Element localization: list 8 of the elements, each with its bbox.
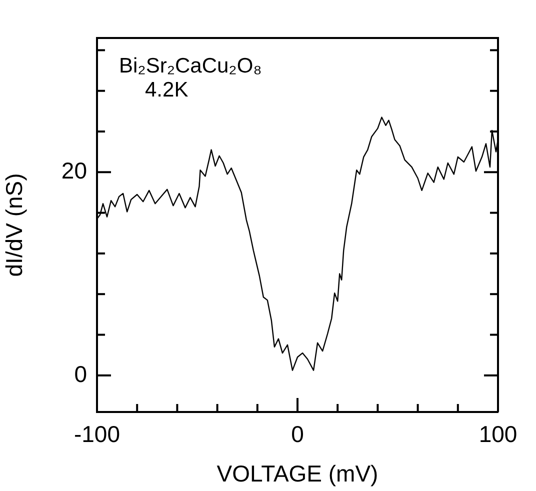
x-axis-title: VOLTAGE (mV) bbox=[216, 460, 378, 487]
x-tick-label: -100 bbox=[74, 421, 120, 448]
annotation: Bi₂Sr₂CaCu₂O₈ bbox=[119, 54, 262, 78]
x-tick-label: 100 bbox=[478, 421, 518, 448]
x-tick-label: 0 bbox=[291, 421, 304, 448]
y-axis-title: dI/dV (nS) bbox=[1, 173, 28, 277]
y-tick-label: 20 bbox=[61, 157, 87, 184]
annotation: 4.2K bbox=[145, 78, 188, 102]
